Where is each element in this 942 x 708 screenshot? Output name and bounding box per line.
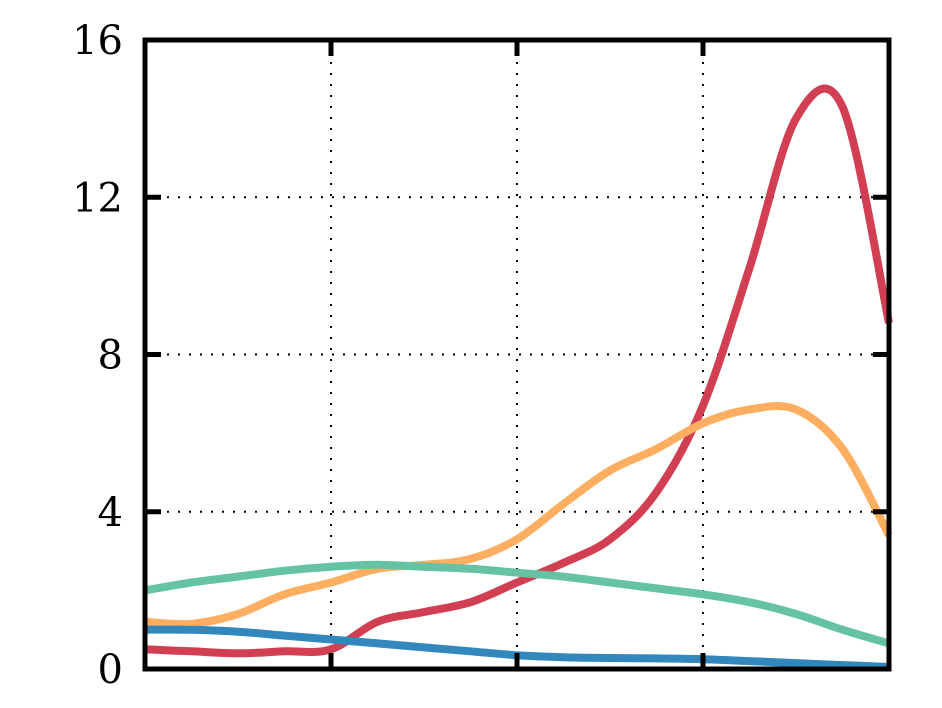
series-line-3 bbox=[144, 560, 891, 648]
tick-marks bbox=[142, 37, 892, 672]
tick-labels: 0 4 8 12 16 bbox=[72, 18, 123, 693]
y-tick-label: 0 bbox=[98, 647, 123, 693]
y-tick-label: 12 bbox=[72, 175, 123, 221]
y-tick-label: 16 bbox=[72, 18, 123, 64]
series-lines bbox=[144, 84, 893, 671]
series-line-2 bbox=[144, 402, 893, 629]
series-line-1 bbox=[144, 84, 893, 658]
y-tick-label: 8 bbox=[98, 333, 123, 379]
y-tick-label: 4 bbox=[98, 490, 123, 536]
